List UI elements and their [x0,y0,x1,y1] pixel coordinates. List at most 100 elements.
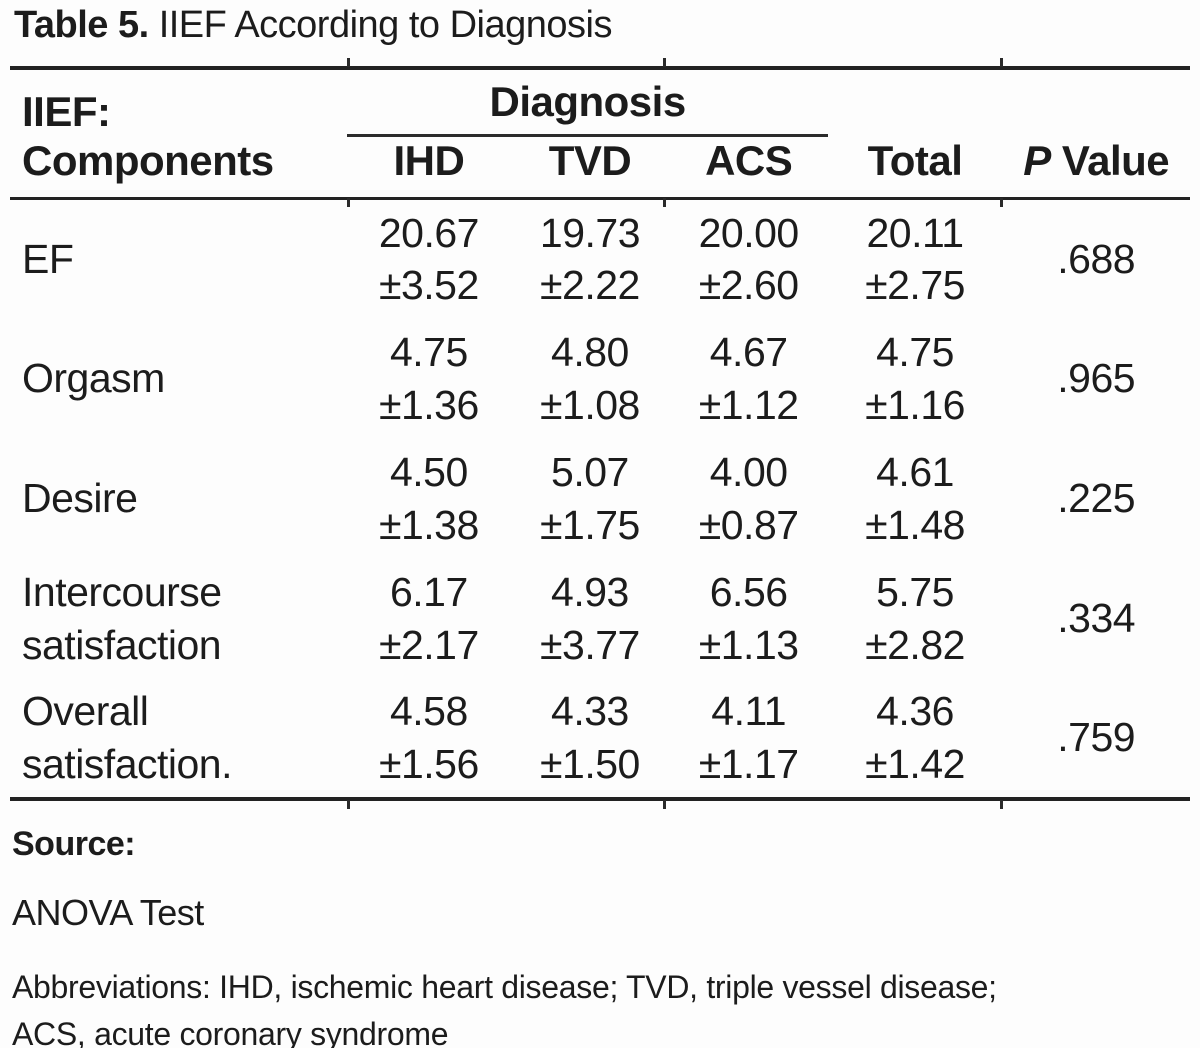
cell-intercourse-pvalue: .334 [1057,595,1136,642]
diagnosis-spanner-header: Diagnosis [347,67,828,138]
table-row-overall-satisfaction: Overall satisfaction. 4.58 ±1.56 4.33 ±1.5… [10,679,1190,799]
table-row-intercourse-satisfaction: Intercourse satisfaction 6.17 ±2.17 4.93 ±… [10,559,1190,679]
mean-value: 20.11 [866,209,965,256]
p-value-italic-p: P [1023,137,1051,185]
table-row-orgasm: Orgasm 4.75 ±1.36 4.80 ±1.08 4.67 ±1.12 4.7… [10,319,1190,439]
sd-value: ±1.38 [378,501,479,548]
col-header-pvalue: P Value [1002,136,1190,199]
sd-value: ±2.82 [865,621,965,668]
cell-intercourse-total: 5.75 ±2.82 [828,559,1003,679]
cell-orgasm-total: 4.75 ±1.16 [828,319,1003,439]
source-text: ANOVA Test [12,891,204,933]
cell-overall-tvd: 4.33 ±1.50 [510,679,669,799]
cell-intercourse-ihd: 6.17 ±2.17 [347,559,510,679]
mean-value: 4.67 [709,329,788,376]
sd-value: ±3.52 [378,262,479,309]
cell-ef-pvalue: .688 [1057,235,1136,282]
table-header: IIEF: Diagnosis Components IHD TVD ACS T… [10,67,1190,199]
rule-tick [347,799,351,809]
cell-desire-pvalue: .225 [1057,475,1136,522]
cell-intercourse-tvd: 4.93 ±3.77 [510,559,669,679]
p-value-rest: Value [1061,137,1170,185]
rule-tick [1000,57,1004,67]
rule-tick [662,197,666,207]
mean-value: 4.50 [389,449,468,496]
sd-value: ±3.77 [540,621,640,668]
mean-value: 4.75 [876,329,954,376]
cell-ef-acs: 20.00 ±2.60 [670,199,828,319]
cell-orgasm-pvalue: .965 [1057,355,1136,402]
sd-value: ±0.87 [698,501,799,548]
sd-value: ±1.12 [698,381,799,428]
sd-value: ±1.75 [540,501,640,548]
row-label: Intercourse satisfaction [22,569,222,668]
cell-desire-total: 4.61 ±1.48 [828,439,1003,559]
header-spacer-total [828,68,1003,136]
mean-value: 4.93 [551,569,629,616]
cell-overall-pvalue: .759 [1057,714,1136,761]
sd-value: ±1.50 [540,740,640,787]
table-title: Table 5. IIEF According to Diagnosis [14,4,1190,48]
row-label: Desire [22,475,138,522]
sd-value: ±1.36 [378,381,479,428]
abbreviations-line-1: Abbreviations: IHD, ischemic heart disea… [12,968,997,1005]
sd-value: ±2.17 [378,621,479,668]
stub-header-line1: IIEF: [22,87,111,135]
cell-overall-total: 4.36 ±1.42 [828,679,1003,799]
rule-tick [347,197,351,207]
stub-header-line2: Components [22,137,274,185]
mean-value: 4.33 [551,688,629,735]
cell-desire-tvd: 5.07 ±1.75 [510,439,669,559]
cell-overall-acs: 4.11 ±1.17 [670,679,828,799]
header-spacer-pvalue [1002,68,1190,136]
cell-ef-ihd: 20.67 ±3.52 [347,199,510,319]
mean-value: 4.36 [876,688,954,735]
table-row-desire: Desire 4.50 ±1.38 5.07 ±1.75 4.00 ±0.87 4.6… [10,439,1190,559]
header-row-columns: Components IHD TVD ACS Total P Value [10,136,1190,199]
cell-orgasm-ihd: 4.75 ±1.36 [347,319,510,439]
mean-value: 19.73 [539,209,641,256]
table-title-text: IIEF According to Diagnosis [158,4,613,46]
rule-tick [662,57,666,67]
sd-value: ±1.17 [698,740,799,787]
sd-value: ±1.56 [378,740,479,787]
row-label: EF [22,236,74,283]
table-row-ef: EF 20.67 ±3.52 19.73 ±2.22 20.00 ±2.60 20.1… [10,199,1190,319]
mean-value: 4.80 [551,329,629,376]
abbreviations-line-2: ACS, acute coronary syndrome [12,1016,449,1048]
mean-value: 20.00 [698,209,800,256]
mean-value: 4.00 [709,449,788,496]
table-title-number: Table 5. [14,4,149,46]
sd-value: ±1.42 [865,740,965,787]
mean-value: 6.17 [389,569,468,616]
mean-value: 4.58 [389,688,468,735]
rule-tick [662,799,666,809]
mean-value: 4.75 [389,329,468,376]
cell-overall-ihd: 4.58 ±1.56 [347,679,510,799]
sd-value: ±2.75 [865,262,965,309]
col-header-tvd: TVD [548,137,632,185]
abbreviations-note: Abbreviations: IHD, ischemic heart disea… [12,964,1190,1048]
source-label: Source: [12,824,136,863]
rule-tick [1000,799,1004,809]
sd-value: ±1.13 [698,621,799,668]
sd-value: ±2.60 [698,262,799,309]
rule-tick [1000,197,1004,207]
header-row-spanner: IIEF: Diagnosis [10,67,1190,138]
col-header-acs: ACS [705,137,793,185]
cell-desire-ihd: 4.50 ±1.38 [347,439,510,559]
cell-ef-total: 20.11 ±2.75 [828,199,1003,319]
iief-table: IIEF: Diagnosis Components IHD TVD ACS T… [10,65,1190,801]
mean-value: 4.11 [711,688,787,735]
sd-value: ±1.08 [540,381,640,428]
mean-value: 5.07 [551,449,629,496]
mean-value: 5.75 [876,569,954,616]
cell-desire-acs: 4.00 ±0.87 [670,439,828,559]
row-label: Orgasm [22,355,165,402]
cell-orgasm-tvd: 4.80 ±1.08 [510,319,669,439]
col-header-ihd: IHD [393,137,465,185]
mean-value: 6.56 [709,569,788,616]
sd-value: ±2.22 [540,262,640,309]
cell-orgasm-acs: 4.67 ±1.12 [670,319,828,439]
